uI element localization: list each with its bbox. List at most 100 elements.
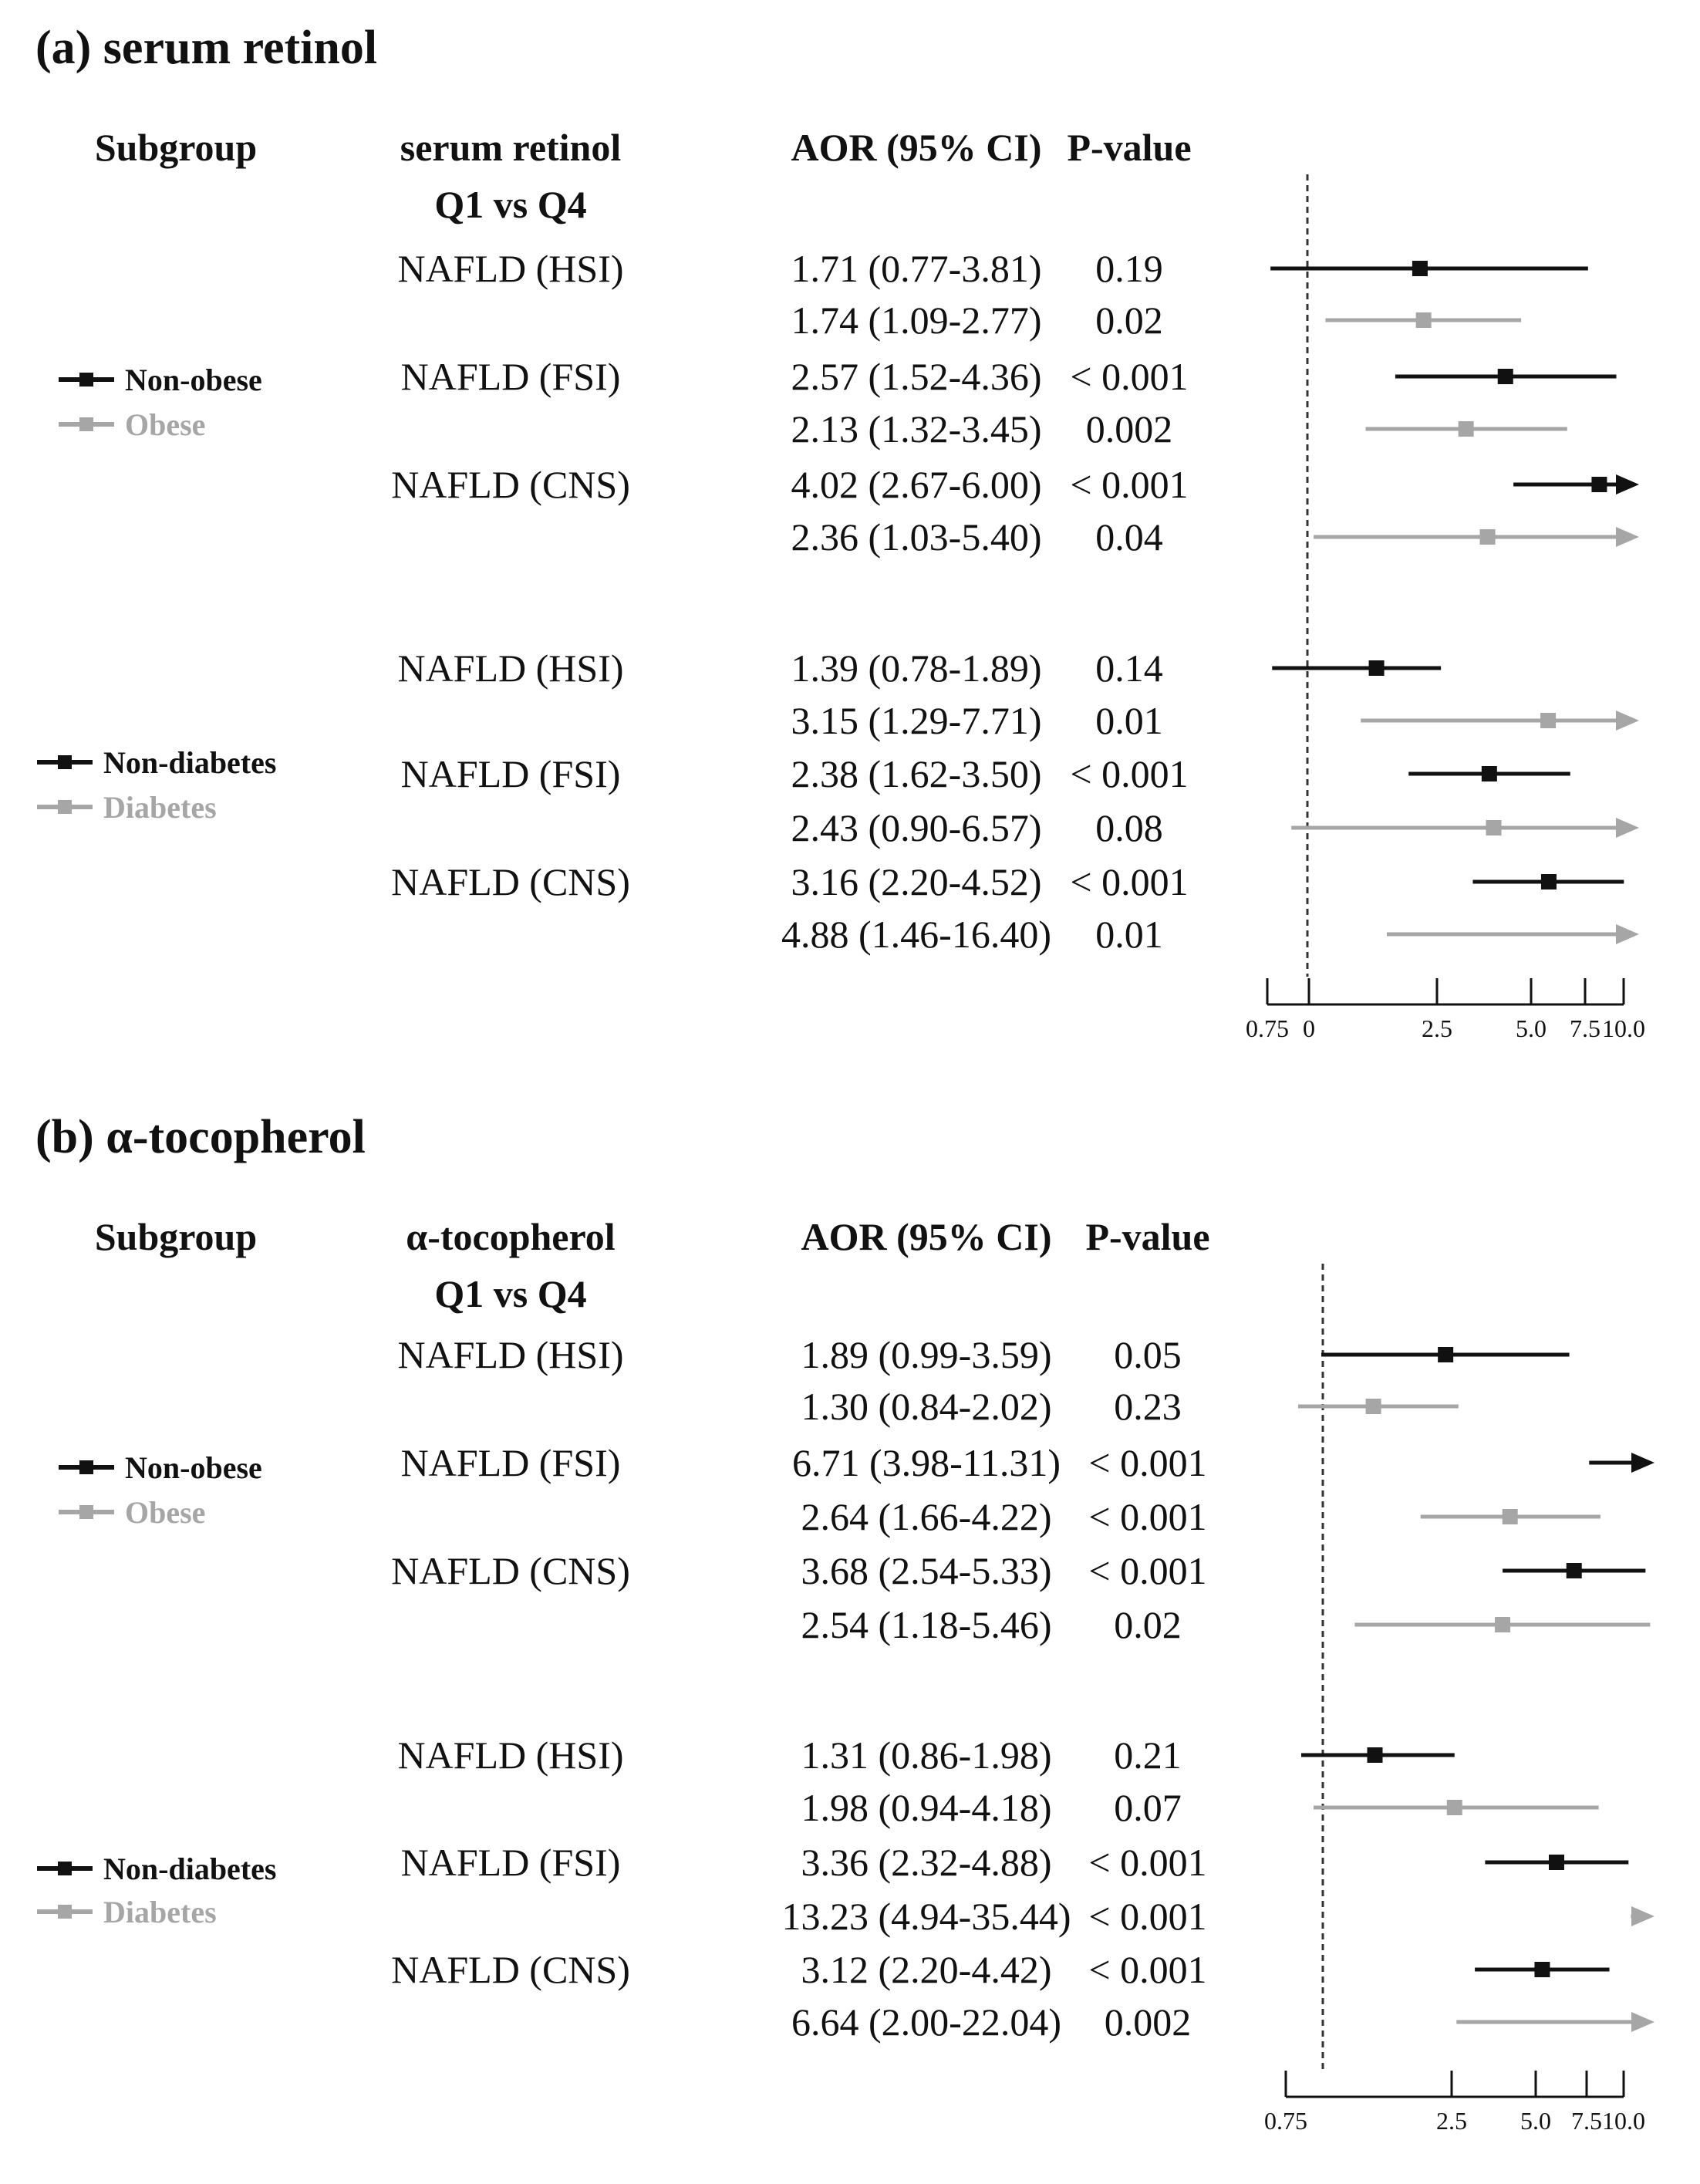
ci-arrow [1631,2012,1654,2032]
outcome-label: NAFLD (CNS) [391,1549,630,1592]
aor-text: 6.71 (3.98-11.31) [792,1441,1061,1484]
header-comparison: Q1 vs Q4 [434,1272,586,1315]
legend-marker [58,800,72,814]
aor-text: 2.43 (0.90-6.57) [791,806,1042,849]
point-estimate [1412,261,1428,276]
aor-text: 2.57 (1.52-4.36) [791,355,1042,398]
legend-marker [58,1905,72,1919]
outcome-label: NAFLD (HSI) [397,247,623,290]
legend-label-non-diabetes: Non-diabetes [103,1852,276,1886]
p-value-text: 0.01 [1095,699,1163,742]
ci-arrow [1616,818,1639,838]
p-value-text: 0.04 [1095,515,1163,559]
point-estimate [1566,1563,1582,1578]
outcome-label: NAFLD (FSI) [401,752,621,795]
aor-text: 2.54 (1.18-5.46) [801,1603,1052,1646]
header-aor: AOR (95% CI) [801,1215,1052,1258]
p-value-text: < 0.001 [1070,463,1188,506]
aor-text: 2.36 (1.03-5.40) [791,515,1042,559]
legend-label-non-diabetes: Non-diabetes [103,745,276,780]
p-value-text: 0.05 [1114,1333,1182,1376]
p-value-text: < 0.001 [1088,1441,1206,1484]
x-tick-label: 7.5 [1571,2107,1602,2135]
outcome-label: NAFLD (HSI) [397,1333,623,1376]
aor-text: 3.36 (2.32-4.88) [801,1841,1052,1884]
point-estimate [1479,529,1496,545]
legend-label-obese: Obese [125,1495,205,1530]
p-value-text: < 0.001 [1070,860,1188,903]
p-value-text: 0.14 [1095,646,1163,690]
x-tick-label: 5.0 [1516,1014,1547,1042]
point-estimate [1415,312,1432,328]
aor-text: 1.39 (0.78-1.89) [791,646,1042,690]
outcome-label: NAFLD (HSI) [397,1733,623,1777]
header-measure: serum retinol [400,126,622,169]
legend-label-obese: Obese [125,407,205,442]
ci-arrow [1616,527,1639,547]
p-value-text: < 0.001 [1088,1948,1206,1991]
ci-arrow [1631,1906,1654,1926]
outcome-label: NAFLD (FSI) [401,355,621,398]
legend-marker [79,1460,93,1474]
header-p-value: P-value [1085,1215,1209,1258]
point-estimate [1540,713,1557,728]
outcome-label: NAFLD (CNS) [391,860,630,903]
x-tick-label: 10.0 [1602,2107,1645,2135]
aor-text: 1.31 (0.86-1.98) [801,1733,1052,1777]
point-estimate [1495,1617,1511,1632]
legend-label-non-obese: Non-obese [125,1450,262,1485]
p-value-text: 0.02 [1095,299,1163,342]
aor-text: 1.89 (0.99-3.59) [801,1333,1052,1376]
legend-marker [79,417,93,431]
outcome-label: NAFLD (FSI) [401,1441,621,1484]
aor-text: 1.30 (0.84-2.02) [801,1385,1052,1428]
p-value-text: 0.19 [1095,247,1163,290]
panel-title: (b) α-tocopherol [35,1111,366,1163]
aor-text: 2.38 (1.62-3.50) [791,752,1042,795]
aor-text: 3.15 (1.29-7.71) [791,699,1042,742]
x-tick-label: 5.0 [1520,2107,1551,2135]
point-estimate [1591,477,1607,492]
point-estimate [1458,421,1474,437]
header-subgroup: Subgroup [95,1215,257,1258]
p-value-text: 0.23 [1114,1385,1182,1428]
point-estimate [1548,1855,1564,1870]
header-subgroup: Subgroup [95,126,257,169]
aor-text: 3.12 (2.20-4.42) [801,1948,1052,1991]
x-tick-label: 10.0 [1602,1014,1645,1042]
p-value-text: 0.21 [1114,1733,1182,1777]
outcome-label: NAFLD (HSI) [397,646,623,690]
p-value-text: < 0.001 [1088,1895,1206,1938]
point-estimate [1367,1747,1383,1763]
x-tick-label: 0.75 [1246,1014,1289,1042]
ci-arrow [1616,474,1639,495]
outcome-label: NAFLD (CNS) [391,463,630,506]
aor-text: 6.64 (2.00-22.04) [791,2000,1061,2044]
x-tick-label: 2.5 [1422,1014,1452,1042]
p-value-text: < 0.001 [1088,1841,1206,1884]
panel-alpha-tocopherol: (b) α-tocopherol Subgroup α-tocopherol Q1 v… [35,1111,1654,2135]
aor-text: 4.88 (1.46-16.40) [781,913,1051,956]
ci-arrow [1616,924,1639,944]
p-value-text: 0.002 [1105,2000,1192,2044]
legend-marker [79,373,93,387]
aor-text: 2.64 (1.66-4.22) [801,1495,1052,1538]
point-estimate [1365,1399,1381,1414]
header-aor: AOR (95% CI) [791,126,1042,169]
point-estimate [1486,820,1502,835]
legend-marker [58,755,72,769]
legend-label-non-obese: Non-obese [125,363,262,397]
ci-arrow [1631,1453,1654,1473]
legend-marker [58,1862,72,1875]
point-estimate [1497,369,1513,384]
aor-text: 4.02 (2.67-6.00) [791,463,1042,506]
aor-text: 13.23 (4.94-35.44) [782,1895,1071,1938]
p-value-text: 0.01 [1095,913,1163,956]
p-value-text: 0.02 [1114,1603,1182,1646]
legend-label-diabetes: Diabetes [103,1895,217,1929]
point-estimate [1368,660,1385,676]
legend-label-diabetes: Diabetes [103,790,217,825]
outcome-label: NAFLD (FSI) [401,1841,621,1884]
point-estimate [1438,1347,1454,1362]
